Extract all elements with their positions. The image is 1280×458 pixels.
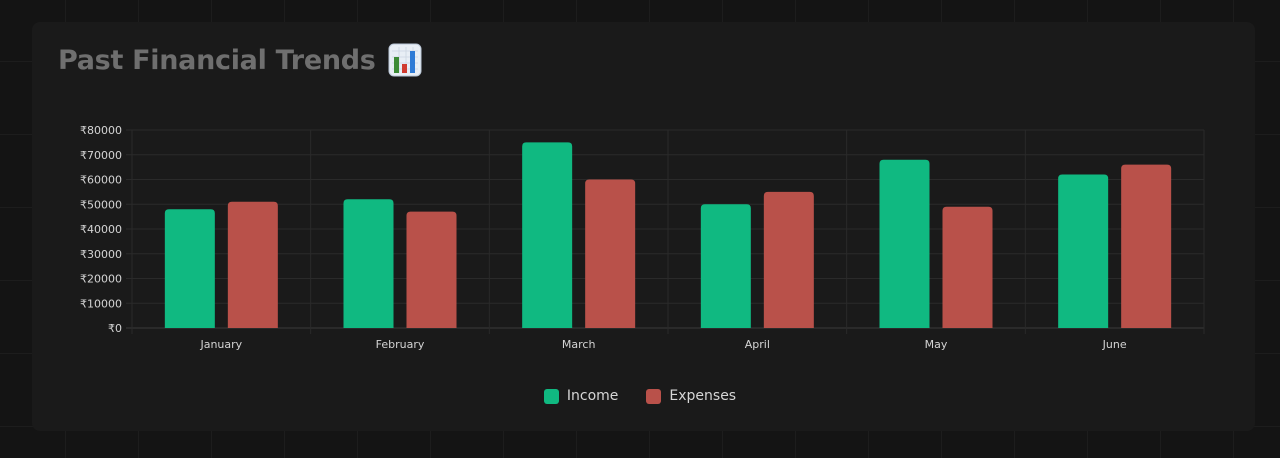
legend-swatch-expenses <box>646 388 662 404</box>
bar-expenses-february <box>406 211 457 328</box>
bar-income-february <box>343 199 394 328</box>
grid-layer <box>126 129 1205 334</box>
y-tick-label: ₹80000 <box>80 124 122 137</box>
y-tick-label: ₹0 <box>108 322 122 335</box>
bar-expenses-june <box>1121 164 1172 328</box>
legend-item-expenses[interactable]: Expenses <box>646 388 736 404</box>
chart-legend: Income Expenses <box>0 388 1280 404</box>
x-tick-label: January <box>199 338 242 351</box>
y-tick-label: ₹20000 <box>80 273 122 286</box>
bar-income-april <box>700 204 751 328</box>
y-tick-label: ₹60000 <box>80 174 122 187</box>
legend-swatch-income <box>543 388 559 404</box>
legend-label-expenses: Expenses <box>669 388 737 404</box>
y-axis-ticks: ₹0 ₹10000 ₹20000 ₹30000 ₹40000 ₹50000 ₹60000 ₹7… <box>80 124 122 335</box>
bar-chart-emoji-icon <box>388 43 422 77</box>
x-tick-label: April <box>745 338 770 351</box>
y-tick-label: ₹30000 <box>80 248 122 261</box>
bar-expenses-may <box>942 206 993 328</box>
x-tick-label: March <box>562 338 596 351</box>
bar-income-may <box>879 159 930 328</box>
bar-income-march <box>522 142 573 328</box>
legend-label-income: Income <box>566 388 619 404</box>
y-tick-label: ₹40000 <box>80 223 122 236</box>
title-row: Past Financial Trends <box>58 40 422 80</box>
legend-item-income[interactable]: Income <box>543 388 619 404</box>
bars <box>164 142 1172 328</box>
y-tick-label: ₹70000 <box>80 149 122 162</box>
bar-income-january <box>164 209 215 328</box>
x-axis-ticks: January February March April May June <box>199 338 1126 351</box>
y-tick-label: ₹10000 <box>80 297 122 310</box>
bar-expenses-january <box>227 201 278 328</box>
bar-expenses-march <box>585 179 636 328</box>
y-tick-label: ₹50000 <box>80 198 122 211</box>
page-title: Past Financial Trends <box>58 44 376 76</box>
x-tick-label: February <box>376 338 425 351</box>
x-tick-label: May <box>925 338 948 351</box>
bar-expenses-april <box>763 191 814 328</box>
bar-income-june <box>1058 174 1109 328</box>
x-tick-label: June <box>1102 338 1127 351</box>
